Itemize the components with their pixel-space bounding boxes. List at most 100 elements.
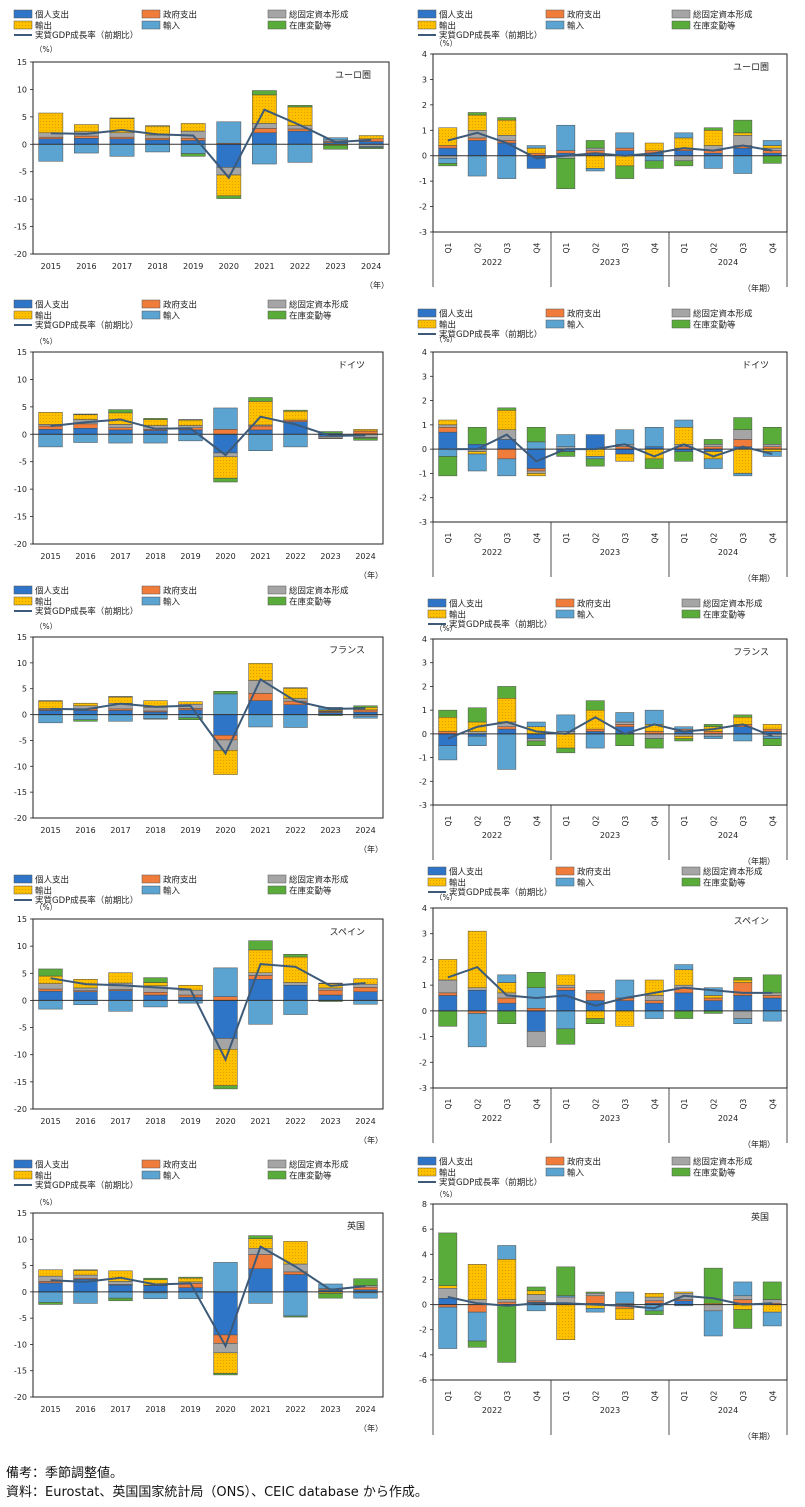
- bar-m-9: [353, 1000, 378, 1005]
- bar-s-3: [526, 1286, 546, 1291]
- bar-i-7: [644, 733, 664, 739]
- bar-m-7: [283, 434, 308, 448]
- bar-m-3: [526, 721, 546, 727]
- legend-label-x: 輸出: [439, 21, 456, 32]
- bar-m-1: [73, 1291, 98, 1304]
- x-tick-label: 2022: [290, 262, 310, 271]
- bar-m-9: [353, 715, 378, 719]
- gdp-line: [447, 131, 773, 160]
- chart-title: スペイン: [734, 917, 769, 927]
- bar-s-6: [615, 733, 635, 746]
- bar-i-10: [733, 1010, 753, 1019]
- x-year-label: 2022: [482, 1406, 502, 1415]
- bar-i-9: [703, 444, 723, 447]
- bar-c-9: [353, 991, 378, 1001]
- legend-label-gdp: 実質GDP成長率（前期比）: [449, 619, 552, 630]
- x-tick-label: 2019: [180, 1405, 200, 1414]
- x-tick-label: 2020: [215, 1117, 235, 1126]
- legend-label-c: 個人支出: [35, 300, 69, 311]
- gdp-line: [447, 1294, 773, 1310]
- y-tick-label: -10: [14, 1340, 27, 1349]
- bar-c-2: [108, 1284, 133, 1293]
- bar-x-2: [497, 1259, 517, 1300]
- legend-swatch-g: [141, 9, 161, 19]
- bar-c-11: [762, 997, 782, 1012]
- legend-label-gdp: 実質GDP成長率（前期比）: [35, 895, 138, 906]
- legend-swatch-c: [13, 585, 33, 595]
- x-tick-label: 2016: [76, 262, 96, 271]
- legend-swatch-s: [671, 319, 691, 329]
- bar-i-1: [73, 1274, 98, 1279]
- bar-c-2: [108, 710, 133, 715]
- bar-g-5: [213, 429, 238, 435]
- bar-m-11: [762, 1010, 782, 1022]
- y-tick-label: 15: [17, 1209, 27, 1218]
- gdp-line: [447, 965, 773, 1007]
- bar-m-1: [467, 1013, 487, 1048]
- bar-s-8: [323, 145, 348, 150]
- unit-label: （%）: [435, 624, 457, 633]
- bar-x-4: [178, 701, 203, 705]
- legend-swatch-s: [267, 20, 287, 30]
- x-year-label: 2022: [482, 1114, 502, 1123]
- y-tick-label: -5: [19, 736, 27, 745]
- bar-g-0: [38, 425, 63, 430]
- bar-c-1: [73, 991, 98, 1001]
- bar-c-9: [703, 1000, 723, 1012]
- x-tick-label: 2015: [40, 1117, 60, 1126]
- x-tick-label: Q2: [591, 1098, 600, 1109]
- legend-label-x: 輸出: [449, 610, 466, 621]
- x-tick-label: Q3: [503, 815, 512, 826]
- legend-label-i: 総固定資本形成: [289, 10, 349, 21]
- bar-c-1: [467, 990, 487, 1012]
- bar-c-5: [213, 1291, 238, 1336]
- bar-m-5: [585, 733, 605, 749]
- y-tick-label: -10: [14, 762, 27, 771]
- bar-c-0: [438, 147, 458, 156]
- chart-title: フランス: [329, 645, 365, 656]
- bar-m-4: [556, 714, 576, 732]
- legend-swatch-i: [671, 9, 691, 19]
- bar-x-3: [526, 1290, 546, 1295]
- bar-s-2: [497, 1304, 517, 1363]
- bar-g-1: [467, 137, 487, 141]
- bar-m-4: [556, 434, 576, 447]
- x-tick-label: 2018: [145, 826, 165, 835]
- x-tick-label: Q4: [532, 532, 541, 543]
- bar-c-6: [615, 448, 635, 455]
- plot-frame: [432, 1203, 788, 1381]
- bar-c-8: [674, 150, 694, 156]
- y-tick-label: 8: [422, 1200, 427, 1209]
- bar-m-8: [674, 726, 694, 730]
- bar-x-5: [585, 1010, 605, 1019]
- legend-label-m: 輸入: [567, 21, 585, 32]
- legend-label-m: 輸入: [163, 1171, 181, 1182]
- bar-m-10: [733, 1281, 753, 1297]
- bar-m-11: [762, 1311, 782, 1327]
- y-tick-label: -1: [419, 1033, 427, 1042]
- bar-i-8: [318, 987, 343, 991]
- x-tick-label: Q2: [591, 532, 600, 543]
- bar-g-4: [180, 138, 206, 141]
- x-tick-label: 2015: [41, 262, 61, 271]
- legend-label-s: 在庫変動等: [289, 21, 332, 32]
- legend-label-x: 輸出: [35, 1171, 52, 1182]
- bar-m-2: [108, 1291, 133, 1299]
- x-tick-label: 2021: [250, 1117, 270, 1126]
- legend-swatch-s: [681, 609, 701, 619]
- legend-label-c: 個人支出: [439, 10, 473, 21]
- x-tick-label: Q2: [591, 242, 600, 253]
- legend-label-c: 個人支出: [35, 586, 69, 597]
- bar-c-0: [38, 710, 63, 715]
- bar-g-5: [585, 728, 605, 732]
- x-tick-label: 2015: [40, 826, 60, 835]
- legend-swatch-s: [267, 310, 287, 320]
- bar-s-1: [467, 112, 487, 116]
- x-tick-label: Q1: [562, 532, 571, 543]
- unit-label: （%）: [435, 1190, 457, 1199]
- x-tick-label: Q1: [444, 1390, 453, 1401]
